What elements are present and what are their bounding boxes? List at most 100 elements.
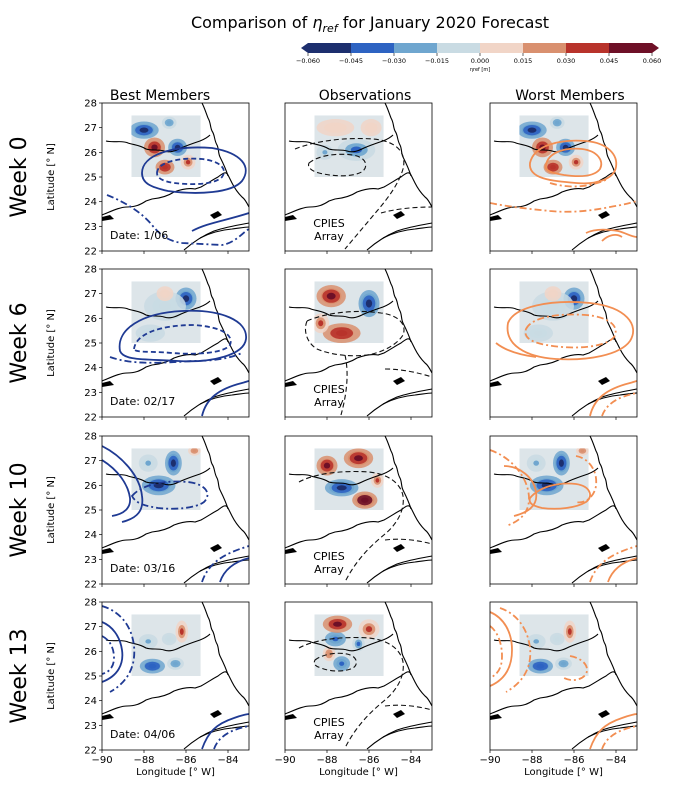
contour-line bbox=[490, 200, 637, 213]
contour-line bbox=[607, 557, 637, 583]
column-header-worst: Worst Members bbox=[515, 88, 624, 104]
colorbar-tick-label: 0.045 bbox=[600, 57, 619, 65]
coastline-segment bbox=[382, 725, 432, 738]
y-tick-label: 24 bbox=[84, 530, 97, 541]
coastline-segment bbox=[571, 222, 637, 251]
date-label: Date: 04/06 bbox=[110, 728, 175, 741]
eta-blob-peak bbox=[339, 661, 345, 666]
contour-line bbox=[313, 652, 357, 672]
coastline-segment bbox=[490, 671, 637, 715]
contour-line bbox=[589, 713, 637, 750]
contour-line bbox=[384, 704, 432, 711]
cpies-label: CPIES bbox=[313, 550, 345, 563]
x-tick-label: −88 bbox=[316, 755, 337, 766]
coastline-segment bbox=[589, 269, 617, 343]
colorbar-tick-label: 0.060 bbox=[643, 57, 662, 65]
panel-best-row3: 22 23 24 25 26 27 28 Date: 03/16 bbox=[84, 432, 250, 591]
coastline-segment bbox=[199, 559, 249, 572]
colorbar-tick-label: −0.045 bbox=[339, 57, 363, 65]
coastline-segment bbox=[384, 269, 412, 343]
coastline bbox=[285, 602, 432, 750]
contour-line bbox=[294, 137, 405, 250]
x-tick-label: −86 bbox=[563, 755, 584, 766]
coastline-segment bbox=[102, 714, 114, 720]
contour-line bbox=[490, 449, 530, 527]
y-tick-label: 25 bbox=[84, 506, 97, 517]
colorbar-segment bbox=[437, 43, 481, 53]
coastline-segment bbox=[490, 714, 502, 720]
y-tick-label: 23 bbox=[84, 222, 97, 233]
panel-worst-row1 bbox=[489, 102, 638, 254]
eta-blob-peak bbox=[533, 460, 540, 466]
contours-obs bbox=[298, 470, 432, 583]
coastline-segment bbox=[366, 388, 432, 417]
array-label: Array bbox=[314, 396, 344, 409]
coastline-segment bbox=[490, 172, 637, 216]
coastline-segment bbox=[210, 544, 222, 552]
coastline-segment bbox=[382, 226, 432, 239]
eta-blob-peak bbox=[158, 301, 172, 311]
eta-field bbox=[131, 614, 201, 676]
y-tick-label: 26 bbox=[84, 647, 97, 658]
y-tick-label: 23 bbox=[84, 721, 97, 732]
eta-blob-peak bbox=[182, 295, 190, 302]
contour-line bbox=[384, 368, 432, 378]
eta-blob-peak bbox=[573, 159, 579, 165]
y-tick-label: 28 bbox=[84, 99, 97, 110]
coastline-segment bbox=[382, 392, 432, 405]
y-tick-label: 27 bbox=[84, 289, 97, 300]
contours-best bbox=[102, 445, 249, 583]
contour-line bbox=[340, 354, 348, 416]
eta-blob-peak bbox=[550, 164, 556, 170]
column-headers: Best Members Observations Worst Members bbox=[110, 88, 625, 104]
date-label: Date: 1/06 bbox=[110, 229, 168, 242]
coastline-segment bbox=[102, 548, 114, 554]
colorbar-segment bbox=[566, 43, 610, 53]
coastline-segment bbox=[210, 710, 222, 718]
panel-worst-row2 bbox=[489, 268, 638, 420]
coastline-segment bbox=[102, 505, 249, 549]
eta-blob-peak bbox=[326, 292, 336, 300]
x-tick-label: −90 bbox=[91, 755, 112, 766]
x-tick-label: −88 bbox=[133, 755, 154, 766]
y-tick-label: 22 bbox=[84, 247, 97, 258]
eta-blob-peak bbox=[179, 628, 184, 635]
coastline-segment bbox=[285, 172, 432, 216]
colorbar-segment bbox=[480, 43, 524, 53]
colorbar: −0.060 −0.045 −0.030 −0.015 0.000 0.015 0.030 0… bbox=[296, 43, 661, 73]
coastline-segment bbox=[393, 211, 405, 219]
contour-line bbox=[201, 380, 249, 417]
eta-blob-peak bbox=[554, 120, 560, 125]
contours-best bbox=[102, 605, 249, 750]
cpies-label: CPIES bbox=[313, 383, 345, 396]
x-tick-label: −84 bbox=[605, 755, 626, 766]
contour-line bbox=[589, 380, 637, 417]
coastline-segment bbox=[393, 544, 405, 552]
row-label-week: Week 10 bbox=[7, 462, 32, 557]
coastline-segment bbox=[589, 602, 617, 676]
y-tick-label: 24 bbox=[84, 363, 97, 374]
figure-title: Comparison of ηref for January 2020 Fore… bbox=[191, 13, 549, 35]
contours-worst bbox=[495, 301, 637, 417]
contour-line bbox=[201, 713, 249, 750]
contour-line bbox=[601, 392, 637, 417]
eta-blob-peak bbox=[365, 626, 373, 633]
panel-frame bbox=[489, 435, 638, 585]
coastline-segment bbox=[384, 602, 412, 676]
eta-blob-peak bbox=[332, 636, 339, 642]
y-axis-label: Latitude [° N] bbox=[46, 642, 57, 710]
contour-line bbox=[102, 621, 124, 683]
coastline-segment bbox=[589, 436, 617, 510]
coastline-segment bbox=[201, 269, 229, 343]
x-tick-label: −84 bbox=[400, 755, 421, 766]
contour-line bbox=[499, 607, 532, 693]
colorbar-tick-label: 0.015 bbox=[514, 57, 533, 65]
y-tick-label: 28 bbox=[84, 265, 97, 276]
coastline-segment bbox=[587, 559, 637, 572]
contour-line bbox=[298, 470, 404, 583]
cpies-label: CPIES bbox=[313, 716, 345, 729]
